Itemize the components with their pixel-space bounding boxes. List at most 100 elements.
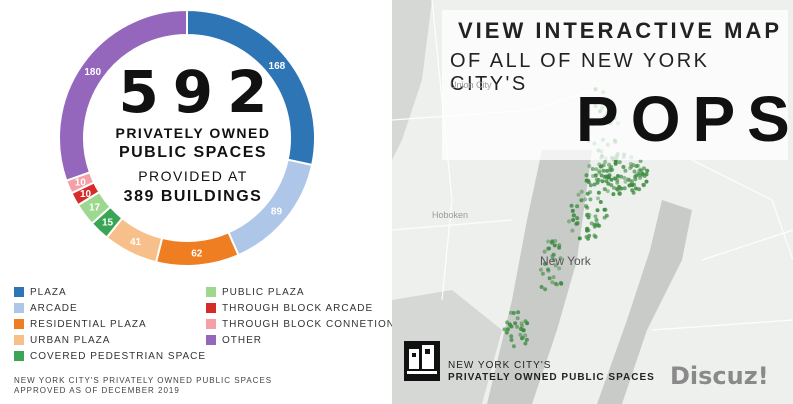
pops-location-dot[interactable] — [631, 190, 636, 195]
pops-location-dot[interactable] — [569, 203, 574, 208]
pops-location-dot[interactable] — [618, 191, 622, 196]
pops-location-dot[interactable] — [550, 239, 555, 244]
pops-location-dot[interactable] — [577, 236, 582, 241]
pops-location-dot[interactable] — [509, 338, 514, 342]
pops-location-dot[interactable] — [576, 192, 581, 197]
pops-location-dot[interactable] — [504, 330, 509, 335]
pops-location-dot[interactable] — [587, 233, 592, 238]
pops-location-dot[interactable] — [518, 332, 523, 337]
pops-location-dot[interactable] — [632, 182, 637, 187]
pops-location-dot[interactable] — [515, 316, 520, 321]
pops-location-dot[interactable] — [608, 168, 613, 173]
pops-location-dot[interactable] — [611, 192, 616, 197]
pops-location-dot[interactable] — [595, 180, 600, 185]
pops-location-dot[interactable] — [606, 181, 611, 186]
pops-location-dot[interactable] — [588, 197, 593, 202]
pops-location-dot[interactable] — [545, 246, 550, 251]
pops-location-dot[interactable] — [571, 218, 576, 222]
pops-location-dot[interactable] — [559, 281, 564, 286]
pops-location-dot[interactable] — [579, 189, 584, 194]
pops-location-dot[interactable] — [617, 160, 622, 165]
map-panel[interactable]: VIEW INTERACTIVE MAP OF ALL OF NEW YORK … — [392, 0, 793, 404]
pops-location-dot[interactable] — [509, 324, 514, 329]
pops-location-dot[interactable] — [644, 179, 649, 184]
pops-location-dot[interactable] — [557, 245, 562, 250]
pops-location-dot[interactable] — [592, 224, 597, 229]
pops-location-dot[interactable] — [629, 164, 634, 169]
pops-location-dot[interactable] — [586, 180, 591, 185]
pops-location-dot[interactable] — [609, 177, 614, 182]
pops-location-dot[interactable] — [615, 174, 620, 178]
pops-location-dot[interactable] — [605, 168, 609, 173]
pops-location-dot[interactable] — [506, 327, 510, 332]
pops-location-dot[interactable] — [551, 275, 556, 280]
pops-location-dot[interactable] — [597, 223, 602, 228]
pops-location-dot[interactable] — [614, 186, 619, 191]
pops-location-dot[interactable] — [546, 239, 551, 244]
pops-location-dot[interactable] — [604, 213, 609, 218]
pops-location-dot[interactable] — [585, 191, 590, 196]
pops-location-dot[interactable] — [593, 173, 598, 178]
pops-location-dot[interactable] — [622, 186, 627, 191]
pops-location-dot[interactable] — [601, 168, 606, 173]
pops-location-dot[interactable] — [587, 164, 592, 168]
pops-location-dot[interactable] — [502, 327, 507, 332]
pops-location-dot[interactable] — [596, 223, 601, 228]
pops-location-dot[interactable] — [605, 189, 610, 194]
pops-location-dot[interactable] — [642, 166, 646, 171]
pops-location-dot[interactable] — [511, 311, 516, 315]
pops-location-dot[interactable] — [622, 175, 627, 180]
pops-location-dot[interactable] — [623, 179, 628, 184]
pops-location-dot[interactable] — [597, 170, 602, 175]
pops-location-dot[interactable] — [579, 198, 584, 203]
pops-location-dot[interactable] — [615, 180, 620, 185]
pops-location-dot[interactable] — [520, 324, 524, 329]
pops-location-dot[interactable] — [586, 236, 591, 241]
pops-location-dot[interactable] — [523, 333, 528, 338]
pops-location-dot[interactable] — [638, 167, 643, 172]
pops-location-dot[interactable] — [596, 190, 601, 195]
pops-location-dot[interactable] — [627, 183, 632, 188]
pops-location-dot[interactable] — [547, 246, 551, 251]
pops-location-dot[interactable] — [542, 249, 547, 254]
pops-location-dot[interactable] — [642, 183, 646, 188]
pops-location-dot[interactable] — [590, 167, 595, 171]
pops-location-dot[interactable] — [634, 173, 639, 178]
pops-location-dot[interactable] — [551, 252, 556, 257]
pops-location-dot[interactable] — [630, 179, 634, 184]
pops-location-dot[interactable] — [574, 221, 579, 226]
pops-location-dot[interactable] — [585, 205, 590, 210]
pops-location-dot[interactable] — [538, 267, 543, 272]
pops-location-dot[interactable] — [611, 185, 616, 190]
pops-location-dot[interactable] — [547, 276, 552, 281]
pops-location-dot[interactable] — [612, 176, 617, 181]
pops-location-dot[interactable] — [539, 285, 544, 289]
pops-location-dot[interactable] — [597, 169, 602, 174]
pops-location-dot[interactable] — [599, 173, 604, 178]
pops-location-dot[interactable] — [511, 344, 516, 349]
pops-location-dot[interactable] — [596, 196, 600, 201]
pops-location-dot[interactable] — [633, 177, 638, 182]
pops-location-dot[interactable] — [632, 169, 637, 174]
pops-location-dot[interactable] — [553, 281, 558, 286]
pops-location-dot[interactable] — [552, 243, 557, 248]
pops-location-dot[interactable] — [592, 182, 597, 187]
pops-location-dot[interactable] — [570, 208, 575, 213]
pops-location-dot[interactable] — [600, 179, 605, 184]
pops-location-dot[interactable] — [553, 239, 558, 243]
pops-location-dot[interactable] — [584, 173, 589, 178]
pops-location-dot[interactable] — [540, 271, 545, 276]
pops-location-dot[interactable] — [619, 174, 623, 179]
pops-location-dot[interactable] — [575, 204, 580, 209]
pops-location-dot[interactable] — [618, 186, 623, 191]
pops-location-dot[interactable] — [575, 216, 580, 221]
pops-location-dot[interactable] — [524, 337, 529, 342]
pops-location-dot[interactable] — [623, 168, 628, 173]
pops-location-dot[interactable] — [644, 172, 649, 177]
pops-location-dot[interactable] — [593, 214, 598, 219]
pops-location-dot[interactable] — [571, 213, 576, 218]
pops-location-dot[interactable] — [585, 212, 590, 217]
pops-location-dot[interactable] — [601, 163, 606, 168]
pops-location-dot[interactable] — [594, 167, 599, 172]
pops-location-dot[interactable] — [543, 287, 548, 292]
